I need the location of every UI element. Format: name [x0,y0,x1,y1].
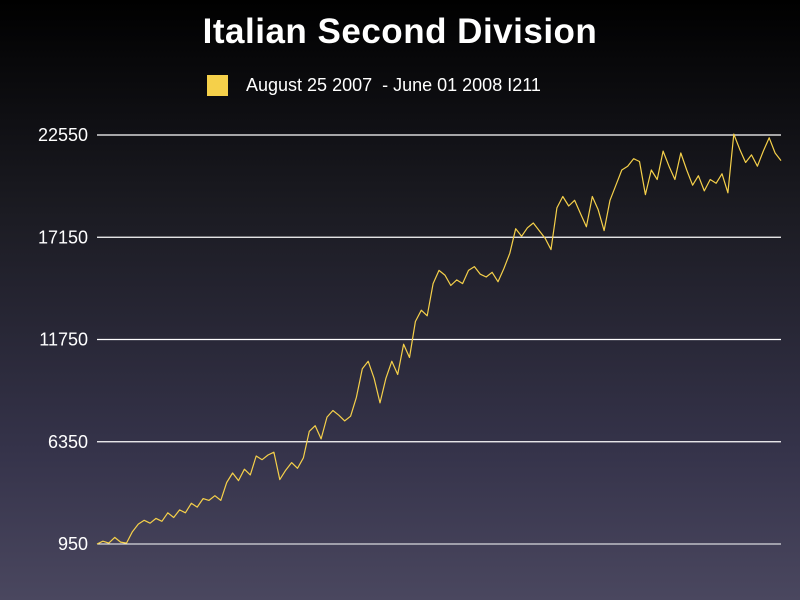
legend-swatch [207,74,228,96]
chart-title: Italian Second Division [202,12,598,51]
legend: August 25 2007 - June 01 2008 I211 [207,73,541,97]
y-tick-label: 17150 [38,227,88,247]
series-line [96,133,782,545]
y-tick-label: 950 [58,534,88,554]
y-tick-label: 6350 [48,432,88,452]
y-tick-label: 11750 [39,330,88,350]
legend-label: August 25 2007 - June 01 2008 I211 [246,74,541,95]
y-tick-label: 22550 [38,125,88,145]
